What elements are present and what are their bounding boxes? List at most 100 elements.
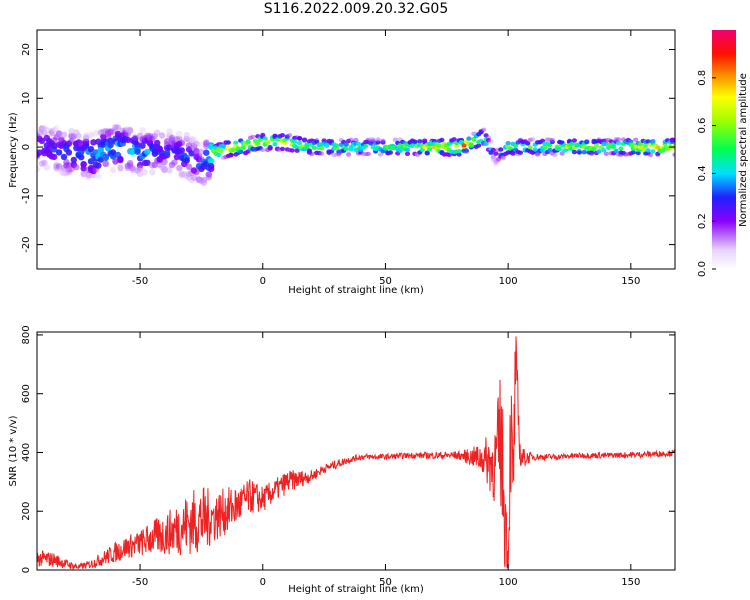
- spectrogram-cell: [306, 148, 312, 153]
- spectrogram-cell: [404, 147, 411, 153]
- spectrogram-cell: [601, 148, 607, 153]
- spectrogram-cell: [75, 132, 82, 140]
- spectrogram-cell: [139, 127, 146, 134]
- spectrogram-cell: [343, 142, 349, 147]
- spectrogram-cell: [463, 148, 469, 153]
- spectrogram-cell: [240, 145, 246, 150]
- spectrogram-cell: [188, 150, 195, 157]
- spectrogram-xtick-label: 50: [379, 276, 392, 287]
- spectrogram-cell: [203, 140, 210, 147]
- spectrogram-cell: [584, 139, 590, 145]
- spectrogram-cell: [476, 143, 482, 148]
- spectrogram-cell: [630, 150, 636, 155]
- spectrogram-cell: [581, 150, 587, 155]
- spectrogram-cell: [158, 132, 166, 139]
- spectrogram-cell: [510, 151, 516, 156]
- spectrogram-ticks: -50 0 50 100 150 -20 -10 0 10 20: [21, 30, 675, 287]
- spectrogram-cell: [78, 154, 85, 161]
- spectrogram-cell: [301, 137, 308, 142]
- spectrogram-cell: [178, 147, 185, 154]
- spectrogram-cell: [643, 143, 649, 148]
- spectrogram-cell: [552, 152, 558, 158]
- spectrogram-cell: [549, 137, 555, 143]
- spectrogram-cell: [112, 158, 119, 165]
- spectrogram-cell: [216, 152, 222, 158]
- spectrogram-cell: [289, 148, 295, 153]
- spectrogram-cell: [82, 142, 90, 150]
- spectrogram-cell: [483, 141, 489, 146]
- spectrogram-cell: [230, 147, 236, 152]
- spectrogram-cell: [363, 143, 369, 149]
- spectrogram-cell: [255, 141, 261, 147]
- spectrogram-cell: [297, 140, 303, 146]
- spectrogram-cell: [149, 168, 156, 176]
- spectrogram-cell: [60, 131, 68, 138]
- colorbar-gradient: [712, 30, 736, 269]
- spectrogram-cell: [92, 130, 100, 137]
- spectrogram-cell: [43, 164, 50, 171]
- spectrogram-cell: [70, 156, 78, 164]
- spectrogram-cell: [95, 162, 102, 169]
- spectrogram-cell: [319, 146, 325, 151]
- spectrogram-cell: [154, 129, 161, 136]
- spectrogram-cell: [73, 163, 80, 171]
- snr-ylabel: SNR (10 * v/v): [8, 415, 19, 486]
- spectrogram-cell: [324, 143, 330, 148]
- snr-frame: [36, 331, 676, 571]
- spectrogram-cell: [596, 149, 602, 154]
- spectrogram-cell: [422, 138, 428, 143]
- spectrogram-cell: [672, 152, 675, 157]
- spectrogram-cell: [387, 150, 393, 155]
- spectrogram-xtick-label: -50: [132, 276, 148, 287]
- spectrogram-cell: [124, 136, 131, 144]
- spectrogram-cell: [257, 137, 263, 143]
- spectrogram-cell: [466, 136, 472, 141]
- spectrogram-cell: [451, 137, 457, 142]
- spectrogram-cell: [512, 143, 519, 148]
- spectrogram-cell: [134, 141, 141, 149]
- spectrogram-cell: [569, 141, 575, 146]
- spectrogram-cell: [260, 147, 266, 153]
- colorbar-tick-label: 0.2: [697, 213, 708, 229]
- spectrogram-cell: [589, 151, 595, 156]
- spectrogram-cell: [468, 143, 474, 148]
- spectrogram-ytick-label: 0: [21, 144, 32, 150]
- spectrogram-cell: [203, 149, 210, 156]
- spectrogram-cell: [603, 151, 609, 156]
- snr-xtick-label: 50: [379, 577, 392, 588]
- spectrogram-cell: [161, 158, 168, 166]
- spectrogram-cell: [517, 150, 524, 155]
- snr-series-line: [37, 336, 675, 570]
- spectrogram-cell: [171, 159, 178, 166]
- spectrogram-cell: [100, 133, 107, 140]
- snr-xtick-label: 150: [621, 577, 640, 588]
- spectrogram-cell: [87, 131, 95, 139]
- spectrogram-cell: [208, 165, 215, 173]
- spectrogram-cell: [109, 166, 117, 174]
- spectrogram-cell: [287, 133, 293, 138]
- spectrogram-cell: [200, 179, 208, 186]
- spectrogram-cell: [127, 126, 134, 134]
- spectrogram-cell: [613, 148, 619, 154]
- spectrogram-cell: [272, 142, 278, 147]
- spectrogram-cell: [640, 146, 646, 152]
- spectrogram-cell: [481, 127, 487, 132]
- spectrogram-cell: [65, 149, 73, 156]
- spectrogram-cell: [333, 143, 339, 148]
- spectrogram-cell: [80, 161, 87, 168]
- spectrogram-cell: [417, 139, 423, 144]
- spectrogram-cell: [493, 151, 499, 156]
- spectrogram-cell: [252, 138, 258, 144]
- spectrogram-cell: [198, 148, 205, 155]
- spectrogram-cell: [294, 145, 300, 150]
- spectrogram-cell: [166, 128, 173, 135]
- spectrogram-cell: [250, 134, 256, 139]
- spectrogram-cell: [571, 138, 578, 143]
- spectrogram-cell: [144, 148, 151, 156]
- spectrogram-cell: [55, 130, 63, 137]
- spectrogram-cell: [343, 146, 349, 152]
- spectrogram-cell: [51, 142, 58, 149]
- spectrogram-cell: [456, 152, 462, 157]
- spectrogram-cell: [380, 138, 386, 144]
- spectrogram-cell: [616, 137, 622, 142]
